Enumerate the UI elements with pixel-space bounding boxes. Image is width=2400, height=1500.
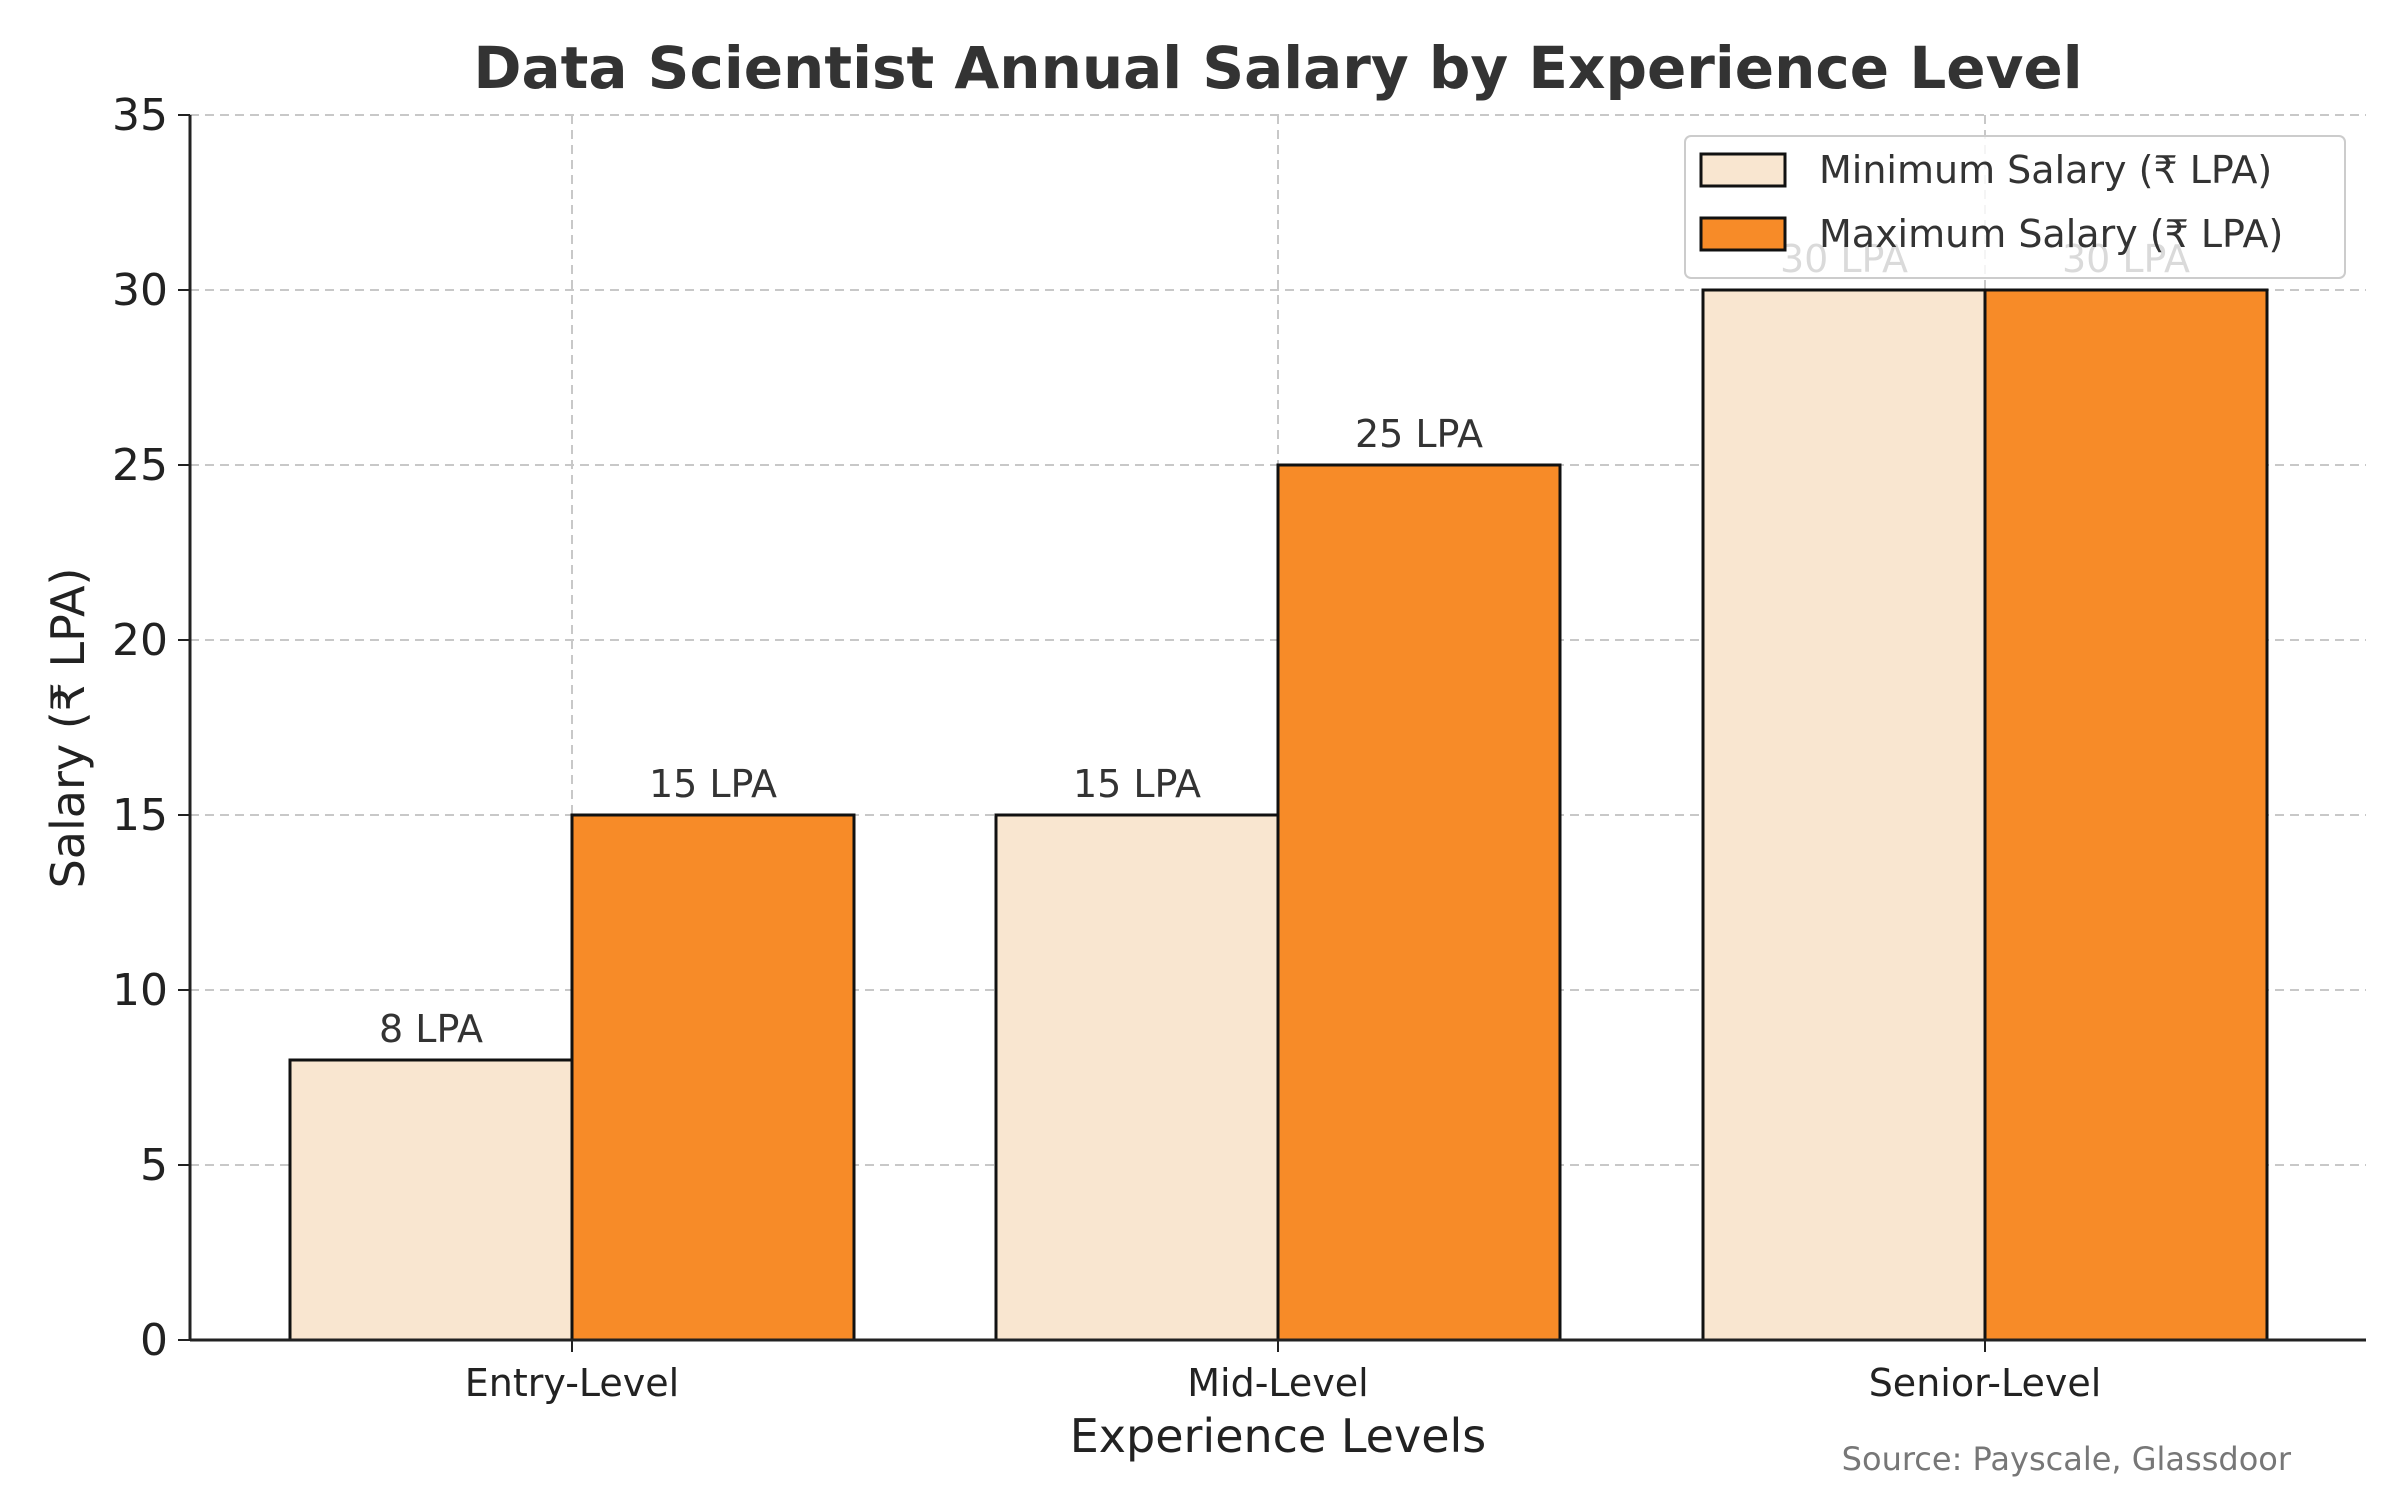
x-axis-label: Experience Levels: [1070, 1409, 1487, 1463]
bar-maximum-salary: [1983, 288, 2269, 1342]
bar-minimum-salary: [288, 1058, 574, 1342]
y-tick-label: 20: [112, 615, 168, 666]
bar-value-label: 25 LPA: [1355, 412, 1483, 456]
x-tick-label: Senior-Level: [1869, 1361, 2102, 1405]
y-tick-label: 25: [112, 440, 168, 491]
legend-box: [1684, 135, 2346, 279]
y-tick-label: 30: [112, 265, 168, 316]
bar-minimum-salary: [994, 813, 1280, 1342]
bar-maximum-salary: [570, 813, 856, 1342]
chart-title: Data Scientist Annual Salary by Experien…: [473, 34, 2082, 102]
legend: Minimum Salary (₹ LPA) Maximum Salary (₹ …: [1684, 135, 2346, 279]
x-tick-label: Entry-Level: [465, 1361, 679, 1405]
legend-entry-label: Minimum Salary (₹ LPA): [1819, 148, 2272, 192]
legend-swatch: [1699, 152, 1787, 188]
y-tick-label: 10: [112, 965, 168, 1016]
y-tick-label: 35: [112, 90, 168, 141]
bar-value-label: 15 LPA: [649, 762, 777, 806]
legend-swatch: [1699, 216, 1787, 252]
axes: 0 5 10 15 20 25 30 35 Entry-Level Mid-Level Senior…: [112, 90, 2366, 1405]
y-tick-label: 0: [140, 1315, 168, 1366]
bar-value-label: 8 LPA: [379, 1007, 483, 1051]
y-tick-label: 15: [112, 790, 168, 841]
x-tick-label: Mid-Level: [1187, 1361, 1368, 1405]
y-tick-label: 5: [140, 1140, 168, 1191]
source-note: Source: Payscale, Glassdoor: [1842, 1440, 2292, 1478]
bar-maximum-salary: [1276, 463, 1562, 1342]
bar-value-label: 15 LPA: [1073, 762, 1201, 806]
legend-entry-label: Maximum Salary (₹ LPA): [1819, 212, 2283, 256]
y-axis-label: Salary (₹ LPA): [41, 568, 95, 889]
bar-minimum-salary: [1701, 288, 1987, 1342]
